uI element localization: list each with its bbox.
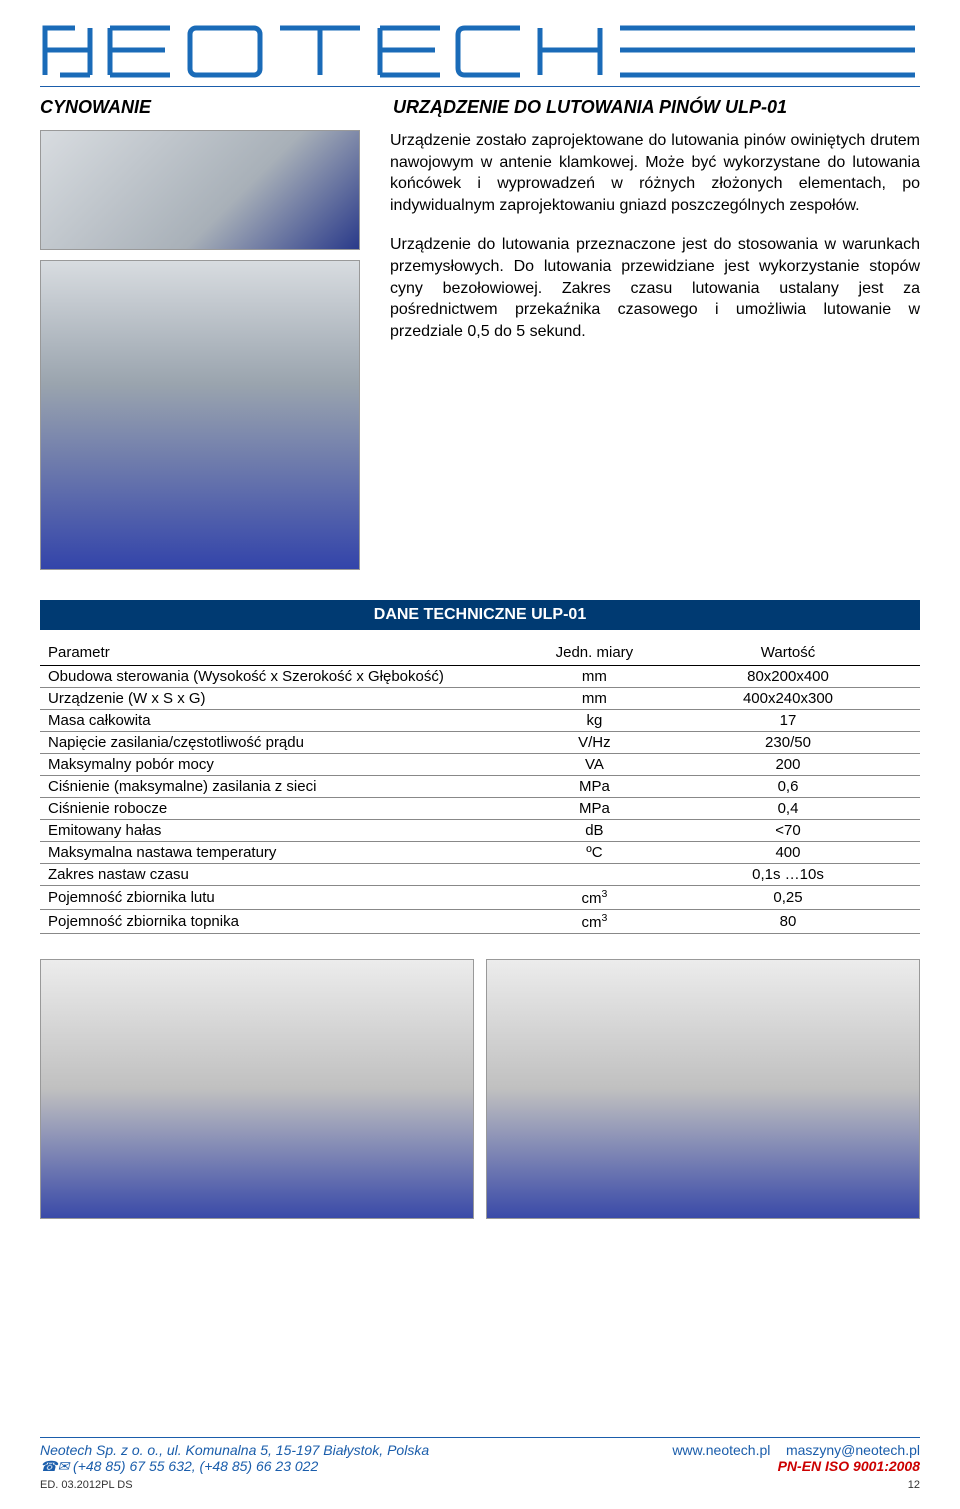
logo	[40, 20, 920, 80]
spec-value: 80x200x400	[656, 666, 920, 688]
table-row: Pojemność zbiornika topnikacm380	[40, 910, 920, 934]
spec-param: Pojemność zbiornika lutu	[40, 886, 533, 910]
table-row: Urządzenie (W x S x G)mm400x240x300	[40, 688, 920, 710]
spec-unit: ºC	[533, 842, 656, 864]
spec-value: 0,4	[656, 798, 920, 820]
spec-value: 80	[656, 910, 920, 934]
spec-param: Maksymalna nastawa temperatury	[40, 842, 533, 864]
product-photo-1	[40, 130, 360, 250]
table-row: Emitowany hałasdB<70	[40, 820, 920, 842]
table-row: Ciśnienie (maksymalne) zasilania z sieci…	[40, 776, 920, 798]
spec-unit: mm	[533, 666, 656, 688]
footer-company: Neotech Sp. z o. o., ul. Komunalna 5, 15…	[40, 1442, 429, 1458]
spec-param: Emitowany hałas	[40, 820, 533, 842]
footer-page-number: 12	[908, 1479, 920, 1491]
spec-unit: MPa	[533, 798, 656, 820]
spec-param: Ciśnienie (maksymalne) zasilania z sieci	[40, 776, 533, 798]
spec-unit	[533, 864, 656, 886]
spec-param: Zakres nastaw czasu	[40, 864, 533, 886]
tech-table-title: DANE TECHNICZNE ULP-01	[40, 600, 920, 630]
spec-param: Masa całkowita	[40, 710, 533, 732]
table-row: Zakres nastaw czasu 0,1s …10s	[40, 864, 920, 886]
spec-value: 400x240x300	[656, 688, 920, 710]
spec-unit: V/Hz	[533, 732, 656, 754]
footer-web-link[interactable]: www.neotech.pl	[672, 1442, 770, 1458]
spec-param: Maksymalny pobór mocy	[40, 754, 533, 776]
spec-param: Urządzenie (W x S x G)	[40, 688, 533, 710]
footer-edition: ED. 03.2012PL DS	[40, 1479, 133, 1491]
spec-value: 0,1s …10s	[656, 864, 920, 886]
table-row: Ciśnienie roboczeMPa0,4	[40, 798, 920, 820]
table-row: Maksymalny pobór mocyVA200	[40, 754, 920, 776]
intro-paragraph-1: Urządzenie zostało zaprojektowane do lut…	[390, 130, 920, 216]
spec-header-param: Parametr	[40, 640, 533, 666]
spec-param: Pojemność zbiornika topnika	[40, 910, 533, 934]
spec-value: 0,25	[656, 886, 920, 910]
product-photo-2	[40, 260, 360, 570]
top-rule	[40, 86, 920, 87]
product-photo-3	[40, 959, 474, 1219]
spec-header-value: Wartość	[656, 640, 920, 666]
spec-unit: dB	[533, 820, 656, 842]
spec-value: 200	[656, 754, 920, 776]
page-title: URZĄDZENIE DO LUTOWANIA PINÓW ULP-01	[260, 97, 920, 118]
spec-unit: kg	[533, 710, 656, 732]
product-photo-4	[486, 959, 920, 1219]
table-row: Maksymalna nastawa temperaturyºC400	[40, 842, 920, 864]
spec-header-row: Parametr Jedn. miary Wartość	[40, 640, 920, 666]
spec-table: Parametr Jedn. miary Wartość Obudowa ste…	[40, 640, 920, 934]
footer-rule	[40, 1437, 920, 1438]
spec-unit: mm	[533, 688, 656, 710]
spec-param: Napięcie zasilania/częstotliwość prądu	[40, 732, 533, 754]
table-row: Pojemność zbiornika lutucm30,25	[40, 886, 920, 910]
table-row: Napięcie zasilania/częstotliwość prąduV/…	[40, 732, 920, 754]
spec-unit: cm3	[533, 886, 656, 910]
spec-value: 0,6	[656, 776, 920, 798]
footer-iso: PN-EN ISO 9001:2008	[672, 1458, 920, 1474]
spec-value: 400	[656, 842, 920, 864]
footer-phones: ☎✉ (+48 85) 67 55 632, (+48 85) 66 23 02…	[40, 1458, 429, 1475]
spec-unit: VA	[533, 754, 656, 776]
spec-value: 17	[656, 710, 920, 732]
footer-email-link[interactable]: maszyny@neotech.pl	[786, 1442, 920, 1458]
spec-value: 230/50	[656, 732, 920, 754]
spec-unit: cm3	[533, 910, 656, 934]
intro-paragraph-2: Urządzenie do lutowania przeznaczone jes…	[390, 234, 920, 342]
spec-param: Ciśnienie robocze	[40, 798, 533, 820]
category-label: CYNOWANIE	[40, 97, 260, 118]
spec-value: <70	[656, 820, 920, 842]
spec-unit: MPa	[533, 776, 656, 798]
spec-header-unit: Jedn. miary	[533, 640, 656, 666]
table-row: Obudowa sterowania (Wysokość x Szerokość…	[40, 666, 920, 688]
logo-svg	[40, 20, 920, 80]
spec-param: Obudowa sterowania (Wysokość x Szerokość…	[40, 666, 533, 688]
table-row: Masa całkowitakg17	[40, 710, 920, 732]
